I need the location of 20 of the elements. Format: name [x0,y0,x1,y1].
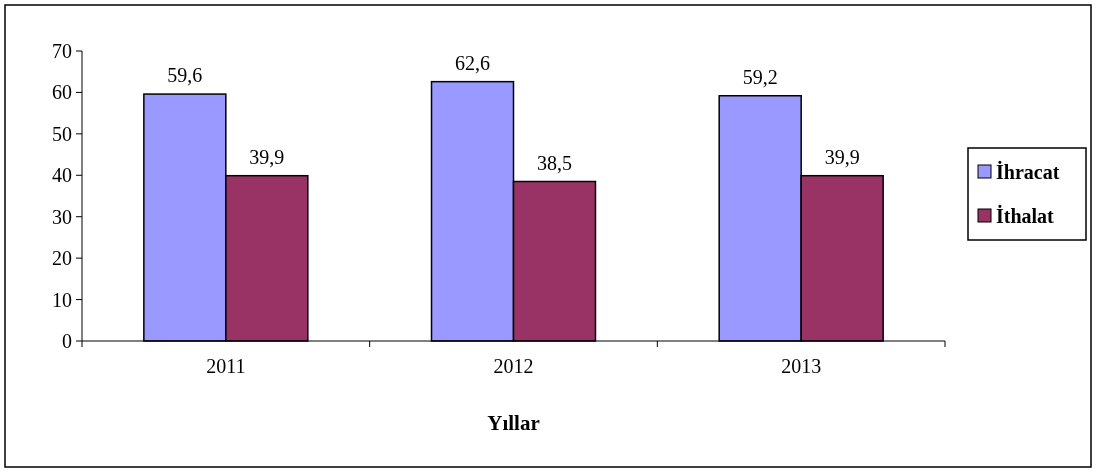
data-label: 38,5 [536,151,572,174]
data-label: 59,6 [167,64,203,87]
data-label: 39,9 [249,145,285,168]
y-tick-label: 50 [52,122,72,145]
legend-label: İhracat [996,160,1060,183]
x-tick-label: 2012 [493,355,534,377]
legend-label: İthalat [996,204,1055,227]
y-tick-label: 0 [62,330,72,352]
y-tick-label: 70 [52,40,72,62]
y-tick-label: 20 [52,247,72,270]
data-label: 59,2 [742,65,778,88]
y-tick-label: 30 [52,205,72,228]
y-tick-label: 10 [52,288,72,311]
y-tick-label: 60 [52,81,72,104]
data-label: 62,6 [455,51,491,74]
data-label: 39,9 [824,145,860,168]
x-tick-label: 2011 [206,355,246,377]
x-tick-label: 2013 [781,355,822,377]
y-tick-label: 40 [52,164,72,187]
x-axis-title: Yıllar [487,411,540,435]
